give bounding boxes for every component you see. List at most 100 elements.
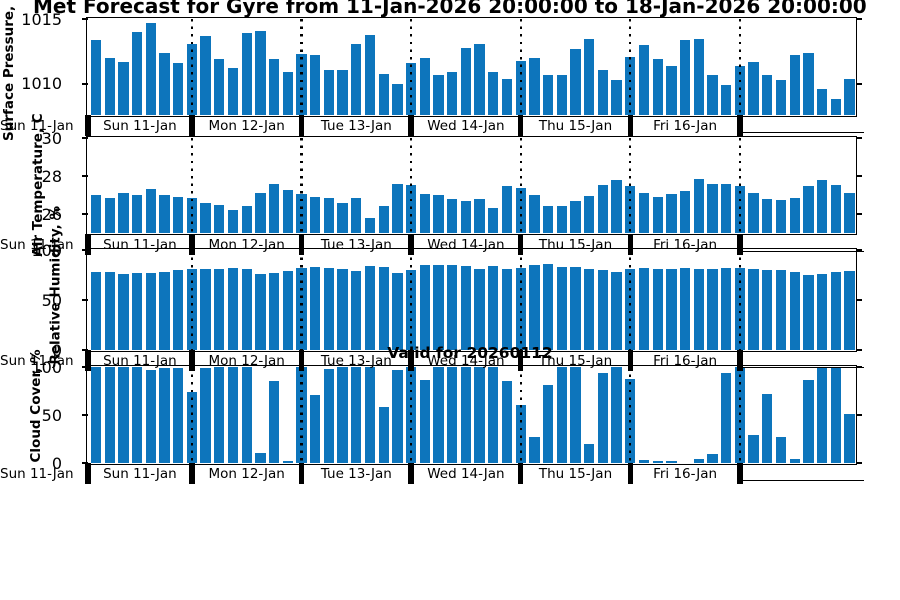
bar xyxy=(131,367,143,463)
y-tick-mark xyxy=(855,299,862,301)
bar xyxy=(803,380,814,463)
day-boundary-gridline xyxy=(410,138,413,233)
day-tick-bar xyxy=(408,350,414,371)
bar xyxy=(762,393,773,463)
bar xyxy=(830,272,841,350)
edge-day-label: Sun 11-Jan xyxy=(0,237,74,253)
bar xyxy=(679,268,691,350)
bar xyxy=(337,269,348,350)
y-tick-mark xyxy=(855,366,862,368)
bar xyxy=(803,275,814,350)
day-label: Mon 12-Jan xyxy=(208,118,285,134)
bar xyxy=(173,368,184,463)
bar xyxy=(104,367,115,463)
bar xyxy=(337,367,348,463)
bar xyxy=(844,193,855,233)
bar xyxy=(118,193,129,233)
bar xyxy=(282,271,293,350)
y-tick-label: 28 xyxy=(41,166,62,186)
day-label: Wed 14-Jan xyxy=(427,237,505,253)
day-label: Sun 11-Jan xyxy=(103,466,177,482)
bar xyxy=(748,61,759,115)
bar xyxy=(90,39,102,115)
bar xyxy=(282,461,293,463)
day-label: Fri 16-Jan xyxy=(653,237,718,253)
bar xyxy=(255,193,266,233)
day-tick-bar xyxy=(627,463,633,484)
day-label: Mon 12-Jan xyxy=(208,466,285,482)
bar xyxy=(556,367,567,463)
day-boundary-gridline xyxy=(190,367,193,463)
bar xyxy=(268,59,280,115)
bar xyxy=(310,55,321,115)
bar xyxy=(433,195,444,233)
bar xyxy=(597,372,609,463)
bar xyxy=(789,459,800,463)
bar xyxy=(693,269,704,350)
y-tick-label: 100 xyxy=(31,357,62,377)
day-boundary-gridline xyxy=(300,138,303,233)
day-tick-bar xyxy=(298,234,305,255)
day-boundary-gridline xyxy=(410,250,413,350)
bar xyxy=(679,191,691,233)
bar xyxy=(666,194,677,233)
y-tick-label: 1015 xyxy=(21,9,62,29)
day-label: Sun 11-Jan xyxy=(103,118,177,134)
bar xyxy=(282,190,293,233)
day-tick-bar xyxy=(517,350,524,371)
bar xyxy=(529,437,540,463)
bar xyxy=(159,52,170,115)
bar xyxy=(90,195,102,233)
bar xyxy=(268,381,280,463)
bar xyxy=(830,184,841,233)
bar xyxy=(775,80,787,115)
day-boundary-gridline xyxy=(190,138,193,233)
bar xyxy=(542,385,554,463)
bar xyxy=(803,185,814,233)
day-label: Fri 16-Jan xyxy=(653,118,718,134)
bar xyxy=(638,460,650,463)
bar xyxy=(789,272,800,350)
day-boundary-gridline xyxy=(300,367,303,463)
bar xyxy=(775,270,787,350)
bar xyxy=(159,272,170,350)
bar xyxy=(460,266,472,350)
surface-pressure-chart xyxy=(88,19,855,115)
bar xyxy=(570,367,581,463)
bar xyxy=(159,195,170,233)
day-tick-bar xyxy=(189,234,195,255)
y-tick-mark xyxy=(855,462,862,464)
bar xyxy=(460,47,472,115)
bar xyxy=(241,206,252,233)
day-tick-bar xyxy=(189,463,195,484)
y-tick-mark xyxy=(855,175,862,177)
y-tick-mark xyxy=(81,414,88,416)
day-label: Wed 14-Jan xyxy=(427,466,505,482)
bar xyxy=(501,381,513,463)
bar xyxy=(542,206,554,233)
bar xyxy=(844,414,855,463)
bar xyxy=(460,200,472,233)
y-tick-mark xyxy=(81,366,88,368)
y-tick-mark xyxy=(855,83,862,85)
bar xyxy=(364,217,376,233)
bar xyxy=(310,394,321,463)
valid-for-annotation: Valid for 20260112 xyxy=(387,344,553,362)
bar xyxy=(447,198,458,233)
band-baseline xyxy=(739,251,864,253)
y-tick-label: 26 xyxy=(41,204,62,224)
y-tick-label: 50 xyxy=(41,290,62,310)
day-tick-bar xyxy=(85,350,91,371)
day-tick-bar xyxy=(408,463,414,484)
bar xyxy=(611,272,622,350)
y-tick-mark xyxy=(855,137,862,139)
day-label: Wed 14-Jan xyxy=(427,353,505,369)
edge-day-label: Sun 11-Jan xyxy=(0,466,74,482)
bar xyxy=(542,74,554,115)
bar xyxy=(597,69,609,115)
edge-day-label: Sun 11-Jan xyxy=(0,353,74,369)
bar xyxy=(652,461,663,463)
day-label: Tue 13-Jan xyxy=(320,118,392,134)
y-tick-mark xyxy=(81,299,88,301)
bar xyxy=(255,274,266,350)
